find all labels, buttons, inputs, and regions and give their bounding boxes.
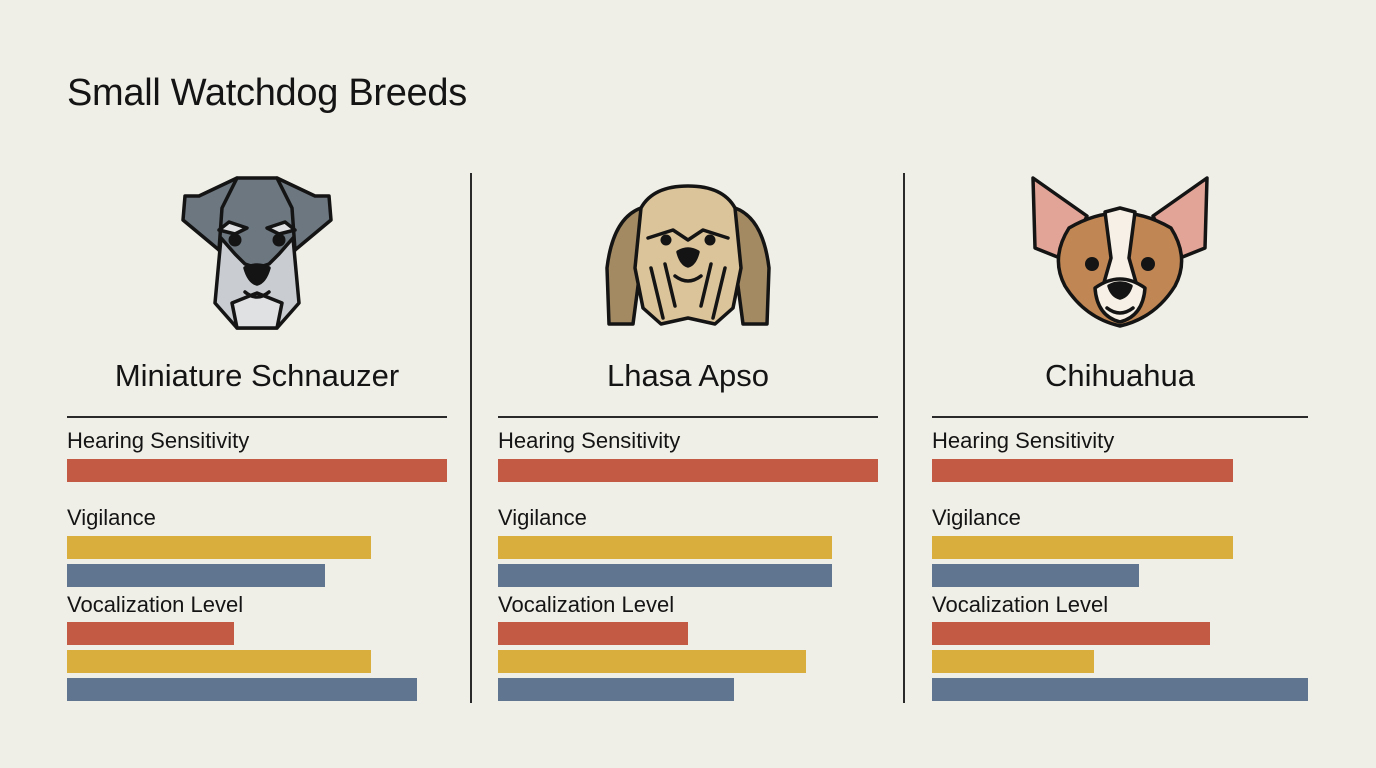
bar-red (498, 622, 688, 645)
metric-label: Vigilance (932, 505, 1021, 530)
metric-label: Hearing Sensitivity (498, 428, 681, 453)
header-rule (932, 416, 1308, 418)
bar-yellow (498, 536, 833, 559)
metric-label: Hearing Sensitivity (67, 428, 250, 453)
bar-yellow (67, 536, 371, 559)
breed-name: Chihuahua (1045, 358, 1195, 393)
chihuahua-icon (1025, 168, 1215, 338)
column-divider (903, 173, 905, 703)
bar-yellow (932, 536, 1233, 559)
bar-red (67, 622, 235, 645)
bar-blue (932, 564, 1139, 587)
bar-yellow (932, 650, 1094, 673)
metric-label: Vocalization Level (498, 592, 675, 617)
header-rule (498, 416, 878, 418)
metric-label: Hearing Sensitivity (932, 428, 1115, 453)
bar-blue (498, 678, 734, 701)
metric-label: Vocalization Level (932, 592, 1109, 617)
metric-label: Vocalization Level (67, 592, 244, 617)
breed-name: Lhasa Apso (606, 358, 770, 393)
bar-yellow (67, 650, 371, 673)
bar-blue (932, 678, 1308, 701)
schnauzer-icon (177, 168, 337, 338)
metric-label: Vigilance (498, 505, 587, 530)
metric-label: Vigilance (67, 505, 156, 530)
column-divider (470, 173, 472, 703)
breed-panel-lhasa-apso: Lhasa Apso Hearing Sensitivity Vigilance V… (498, 0, 878, 768)
bar-yellow (498, 650, 806, 673)
bar-blue (498, 564, 833, 587)
bar-red (932, 459, 1233, 482)
bar-red (67, 459, 447, 482)
lhasa-apso-icon (603, 168, 773, 338)
bar-red (498, 459, 878, 482)
breed-panel-miniature-schnauzer: Miniature Schnauzer Hearing Sensitivity V… (67, 0, 447, 768)
chart-title: Small Watchdog Breeds (67, 72, 467, 114)
breed-panel-chihuahua: Chihuahua Hearing Sensitivity Vigilance Vo… (932, 0, 1308, 768)
bar-blue (67, 678, 417, 701)
bar-red (932, 622, 1211, 645)
header-rule (67, 416, 447, 418)
bar-blue (67, 564, 326, 587)
breed-name: Miniature Schnauzer (114, 358, 400, 393)
